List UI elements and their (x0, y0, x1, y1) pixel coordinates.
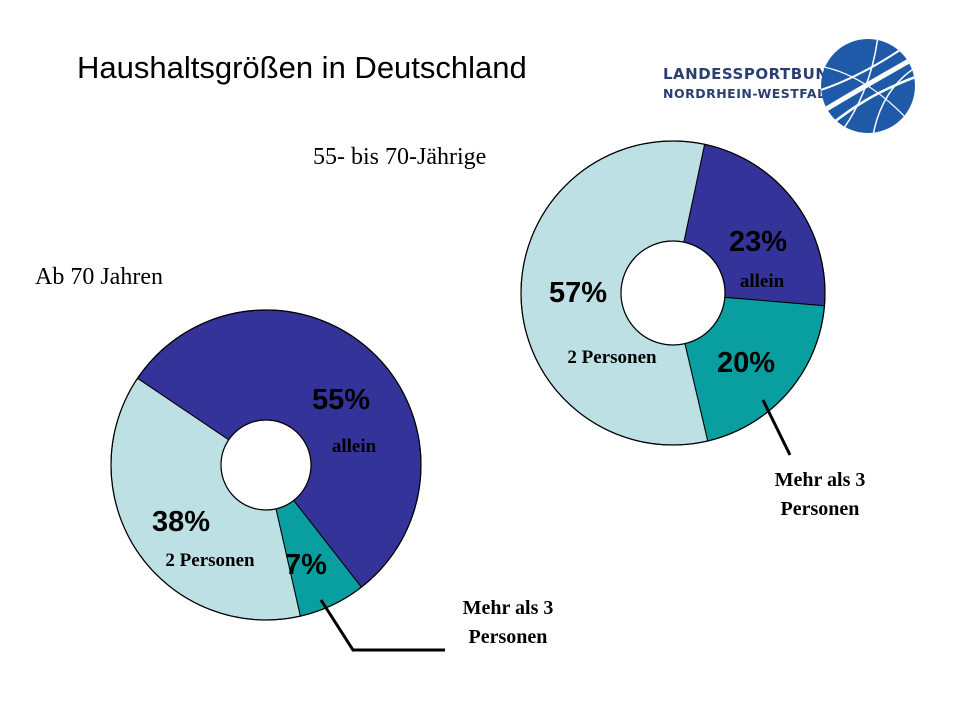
category-label-zwei-personen: 2 Personen (567, 347, 657, 368)
category-label-mehr-als-3: Mehr als 3 (463, 597, 554, 619)
donut-hole (220, 419, 312, 511)
leader-line (761, 399, 792, 456)
logo-wordmark: LANDESSPORTBUND NORDRHEIN-WESTFALEN (663, 64, 846, 104)
data-label-allein: 23% (729, 226, 787, 258)
chart-title: Ab 70 Jahren (35, 264, 163, 290)
globe-logo-swoosh (872, 65, 915, 133)
globe-logo-icon (821, 39, 915, 133)
donut-chart: Ab 70 Jahren 55% allein 7% Mehr als 3 Persone… (35, 264, 554, 652)
donut-chart: 55- bis 70-Jährige 23% allein 20% Mehr als 3… (313, 140, 866, 520)
logo-line-1: LANDESSPORTBUND (663, 65, 842, 83)
category-label-mehr-als-3: Personen (469, 626, 548, 648)
data-label-zwei-personen: 57% (549, 277, 607, 309)
page-title: Haushaltsgrößen in Deutschland (77, 50, 527, 85)
donut-outline (110, 309, 422, 621)
category-label-zwei-personen: 2 Personen (165, 550, 255, 571)
category-label-allein: allein (740, 271, 785, 292)
donut-hole (620, 240, 726, 346)
logo-line-2: NORDRHEIN-WESTFALEN (663, 86, 846, 101)
data-label-allein: 55% (312, 384, 370, 416)
data-label-mehr-als-3: 7% (285, 549, 327, 581)
data-label-mehr-als-3: 20% (717, 347, 775, 379)
chart-title: 55- bis 70-Jährige (313, 144, 486, 170)
leader-line (319, 599, 445, 652)
globe-logo-swoosh (821, 53, 915, 117)
category-label-mehr-als-3: Personen (781, 498, 860, 520)
category-label-mehr-als-3: Mehr als 3 (775, 469, 866, 491)
data-label-zwei-personen: 38% (152, 506, 210, 538)
category-label-allein: allein (332, 436, 377, 457)
donut-outline (520, 140, 826, 446)
